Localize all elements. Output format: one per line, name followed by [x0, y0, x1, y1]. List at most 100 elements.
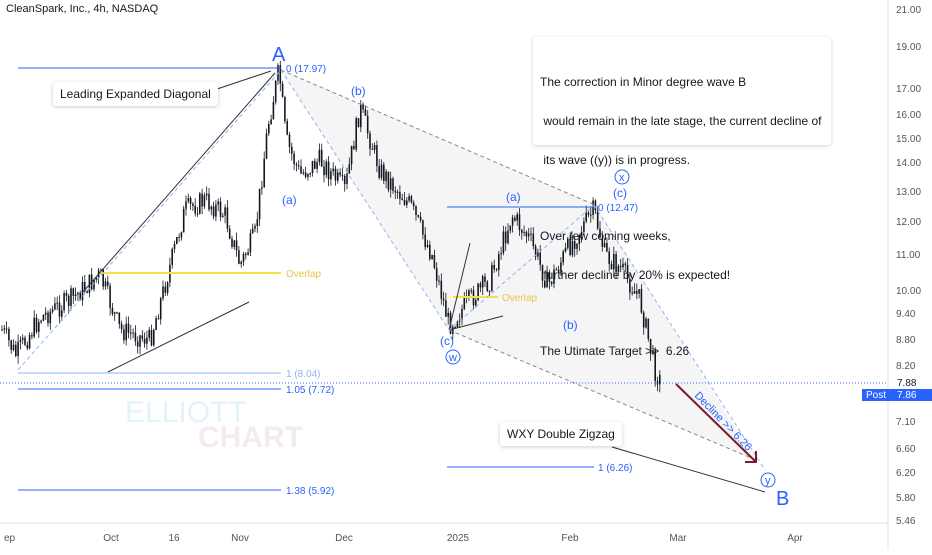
wave-label-y: y — [765, 475, 771, 487]
candle-body — [8, 328, 10, 341]
candle-body — [346, 173, 348, 184]
candle-body — [486, 281, 489, 291]
candle-body — [422, 220, 424, 235]
candle-body — [35, 317, 38, 332]
candle-body — [633, 291, 636, 294]
candle-body — [546, 272, 548, 288]
candle-body — [580, 232, 583, 236]
candle-body — [516, 214, 518, 221]
fib-label-1: 1 (8.04) — [286, 369, 320, 380]
candle-body — [378, 166, 380, 178]
candle-body — [42, 314, 45, 321]
candle-body — [208, 193, 210, 210]
candle-body — [56, 302, 58, 304]
candle-body — [502, 231, 505, 253]
candle-body — [475, 300, 477, 306]
candle-body — [314, 160, 316, 169]
candle-body — [17, 341, 19, 356]
candle-body — [654, 350, 656, 381]
ticker-title: CleanSpark, Inc., 4h, NASDAQ — [6, 3, 159, 15]
candle-body — [362, 104, 364, 110]
candle-body — [408, 196, 410, 201]
wave-path-1 — [17, 69, 282, 371]
price-tick-label: 6.60 — [896, 444, 916, 455]
candle-body — [647, 318, 650, 339]
candle-body — [265, 133, 268, 159]
candle-body — [350, 145, 353, 165]
candle-body — [26, 344, 29, 349]
candle-body — [295, 164, 298, 166]
note-line: Over few coming weeks, — [540, 229, 671, 243]
candle-body — [159, 298, 162, 320]
candle-body — [240, 261, 242, 264]
wave-path-2 — [280, 69, 450, 331]
candle-body — [327, 161, 330, 180]
candle-body — [134, 332, 137, 342]
watermark-chart: CHART — [198, 421, 303, 454]
candle-body — [590, 214, 592, 216]
wave-path-4 — [593, 204, 766, 471]
candle-body — [387, 171, 390, 190]
candle-body — [178, 237, 180, 238]
candle-body — [537, 252, 539, 257]
candle-body — [532, 233, 535, 247]
price-tick-label: 16.00 — [896, 110, 921, 121]
candle-body — [139, 335, 141, 347]
wave-label-A: A — [272, 44, 286, 66]
candle-body — [394, 190, 397, 193]
candle-body — [311, 160, 314, 173]
candle-body — [79, 292, 81, 301]
candle-body — [403, 200, 406, 205]
candle-body — [617, 265, 620, 272]
candle-body — [518, 214, 521, 230]
candle-body — [228, 228, 231, 239]
candle-body — [238, 250, 240, 264]
candle-body — [318, 149, 321, 163]
time-tick-label: Feb — [561, 533, 579, 544]
candle-body — [136, 341, 139, 347]
candle-body — [339, 172, 341, 176]
candle-body — [652, 350, 654, 354]
candle-body — [72, 288, 75, 296]
candle-body — [173, 243, 176, 249]
candle-body — [560, 262, 562, 272]
price-tick-label: 14.00 — [896, 158, 921, 169]
decline-arrowhead — [745, 451, 757, 463]
candle-body — [127, 323, 130, 333]
diagonal-callout: Leading Expanded Diagonal — [53, 82, 218, 106]
diagonal-lower-line — [107, 301, 250, 373]
price-tick-label: 15.00 — [896, 134, 921, 145]
candle-body — [514, 217, 516, 221]
candle-body — [481, 276, 484, 288]
diagonal-upper-line — [81, 72, 276, 294]
candle-body — [355, 118, 357, 150]
candle-body — [162, 286, 164, 299]
fib-label-1-target: 1 (6.26) — [598, 463, 632, 474]
decline-arrow — [675, 383, 756, 462]
candle-body — [601, 237, 604, 247]
candle-body — [143, 338, 146, 344]
candle-body — [585, 212, 587, 222]
candle-body — [132, 332, 134, 334]
candle-body — [194, 205, 196, 214]
candle-body — [67, 295, 70, 306]
candle-body — [153, 330, 155, 346]
candle-body — [383, 164, 385, 181]
candle-body — [245, 253, 247, 255]
time-tick-label: Dec — [335, 533, 353, 544]
price-axis[interactable]: 21.00 19.00 17.00 16.00 15.00 14.00 13.00 12.00… — [896, 5, 921, 527]
candle-body — [562, 251, 564, 263]
candle-body — [468, 290, 470, 296]
price-tick-label: 10.00 — [896, 286, 921, 297]
price-tick-label: 5.80 — [896, 493, 916, 504]
candle-body — [118, 312, 121, 324]
candle-body — [415, 206, 417, 216]
candle-body — [61, 310, 63, 317]
time-axis[interactable]: ep Oct 16 Nov Dec 2025 Feb Mar Apr — [4, 533, 803, 544]
candle-body — [12, 344, 15, 350]
candle-body — [150, 329, 153, 346]
candle-body — [511, 217, 514, 226]
candle-body — [619, 265, 622, 268]
